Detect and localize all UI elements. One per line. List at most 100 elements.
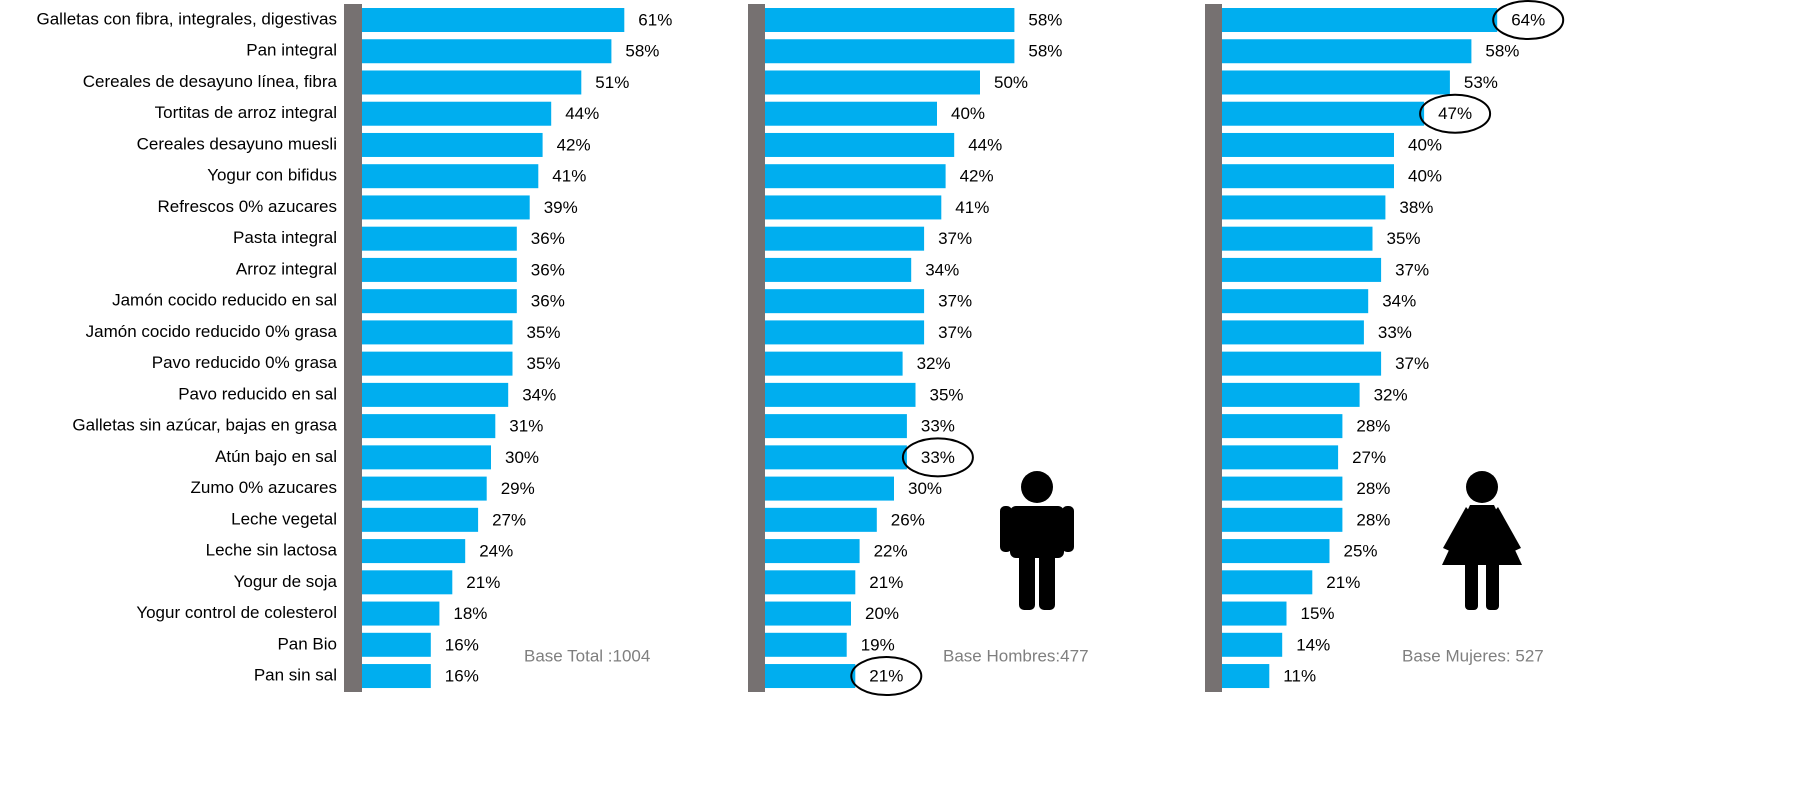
value-label: 40% bbox=[951, 104, 985, 123]
bar bbox=[362, 257, 517, 282]
male-icon bbox=[1000, 471, 1074, 610]
value-label: 35% bbox=[930, 385, 964, 404]
category-label: Atún bajo en sal bbox=[215, 447, 337, 466]
category-label: Cereales desayuno muesli bbox=[137, 134, 337, 153]
category-label: Pavo reducido 0% grasa bbox=[152, 353, 338, 372]
value-label: 21% bbox=[1326, 573, 1360, 592]
value-label: 22% bbox=[874, 542, 908, 561]
bar bbox=[765, 39, 1015, 64]
value-label: 64% bbox=[1511, 10, 1545, 29]
value-label: 36% bbox=[531, 260, 565, 279]
value-label: 58% bbox=[1485, 42, 1519, 61]
value-label: 21% bbox=[466, 573, 500, 592]
value-label: 51% bbox=[595, 73, 629, 92]
category-label: Leche sin lactosa bbox=[206, 541, 338, 560]
value-label: 25% bbox=[1344, 542, 1378, 561]
bar bbox=[362, 601, 440, 626]
bar bbox=[362, 39, 612, 64]
bar bbox=[765, 601, 851, 626]
bar bbox=[1222, 382, 1360, 407]
bar bbox=[1222, 570, 1313, 595]
bar bbox=[1222, 70, 1450, 95]
bar bbox=[362, 664, 431, 689]
bar bbox=[765, 70, 980, 95]
value-label: 61% bbox=[638, 10, 672, 29]
value-label: 37% bbox=[938, 292, 972, 311]
bar bbox=[1222, 632, 1283, 657]
bar bbox=[765, 414, 907, 439]
value-label: 30% bbox=[908, 479, 942, 498]
series-label: Base Hombres:477 bbox=[943, 646, 1089, 665]
category-label: Yogur con bifidus bbox=[207, 166, 337, 185]
value-label: 47% bbox=[1438, 104, 1472, 123]
value-label: 41% bbox=[955, 198, 989, 217]
value-label: 41% bbox=[552, 167, 586, 186]
bar bbox=[1222, 601, 1287, 626]
value-label: 37% bbox=[1395, 354, 1429, 373]
value-label: 36% bbox=[531, 292, 565, 311]
bar bbox=[765, 382, 916, 407]
bar bbox=[765, 132, 955, 157]
series-label: Base Total :1004 bbox=[524, 646, 650, 665]
value-label: 33% bbox=[921, 417, 955, 436]
category-label: Leche vegetal bbox=[231, 509, 337, 528]
value-label: 31% bbox=[509, 417, 543, 436]
bar bbox=[362, 351, 513, 376]
bar bbox=[765, 195, 942, 220]
value-label: 53% bbox=[1464, 73, 1498, 92]
bar bbox=[765, 445, 907, 470]
bar bbox=[765, 351, 903, 376]
bar bbox=[1222, 414, 1343, 439]
bar bbox=[765, 164, 946, 189]
panel-divider bbox=[344, 4, 362, 692]
bar bbox=[1222, 195, 1386, 220]
bar bbox=[362, 132, 543, 157]
bar bbox=[1222, 539, 1330, 564]
series-label: Base Mujeres: 527 bbox=[1402, 646, 1544, 665]
value-label: 19% bbox=[861, 635, 895, 654]
bar bbox=[1222, 289, 1369, 314]
bar bbox=[765, 664, 856, 689]
bar bbox=[1222, 445, 1339, 470]
value-label: 42% bbox=[557, 135, 591, 154]
bar bbox=[362, 164, 539, 189]
category-label: Pan integral bbox=[246, 41, 337, 60]
category-label: Pasta integral bbox=[233, 228, 337, 247]
bar bbox=[362, 195, 530, 220]
bar bbox=[362, 8, 625, 32]
value-label: 28% bbox=[1356, 510, 1390, 529]
value-label: 14% bbox=[1296, 635, 1330, 654]
value-label: 38% bbox=[1399, 198, 1433, 217]
bar bbox=[362, 70, 582, 95]
value-label: 50% bbox=[994, 73, 1028, 92]
value-label: 44% bbox=[968, 135, 1002, 154]
value-label: 40% bbox=[1408, 135, 1442, 154]
category-label: Cereales de desayuno línea, fibra bbox=[83, 72, 338, 91]
value-label: 37% bbox=[938, 323, 972, 342]
bar bbox=[1222, 257, 1382, 282]
bar bbox=[1222, 320, 1364, 345]
value-label: 21% bbox=[869, 667, 903, 686]
value-label: 29% bbox=[501, 479, 535, 498]
bar bbox=[1222, 39, 1472, 64]
value-label: 42% bbox=[960, 167, 994, 186]
bar bbox=[362, 414, 496, 439]
bar bbox=[765, 632, 847, 657]
value-label: 35% bbox=[527, 323, 561, 342]
value-label: 24% bbox=[479, 542, 513, 561]
bar bbox=[362, 507, 479, 532]
value-label: 35% bbox=[527, 354, 561, 373]
highlight-circle bbox=[1492, 0, 1565, 40]
bar bbox=[765, 8, 1015, 32]
bar bbox=[765, 570, 856, 595]
category-label: Yogur control de colesterol bbox=[136, 603, 337, 622]
value-label: 11% bbox=[1283, 667, 1316, 686]
value-label: 27% bbox=[1352, 448, 1386, 467]
bar bbox=[1222, 476, 1343, 501]
value-label: 40% bbox=[1408, 167, 1442, 186]
category-label: Galletas con fibra, integrales, digestiv… bbox=[37, 9, 338, 28]
bar bbox=[362, 101, 552, 126]
value-label: 34% bbox=[925, 260, 959, 279]
bar bbox=[362, 226, 517, 251]
bar bbox=[362, 570, 453, 595]
